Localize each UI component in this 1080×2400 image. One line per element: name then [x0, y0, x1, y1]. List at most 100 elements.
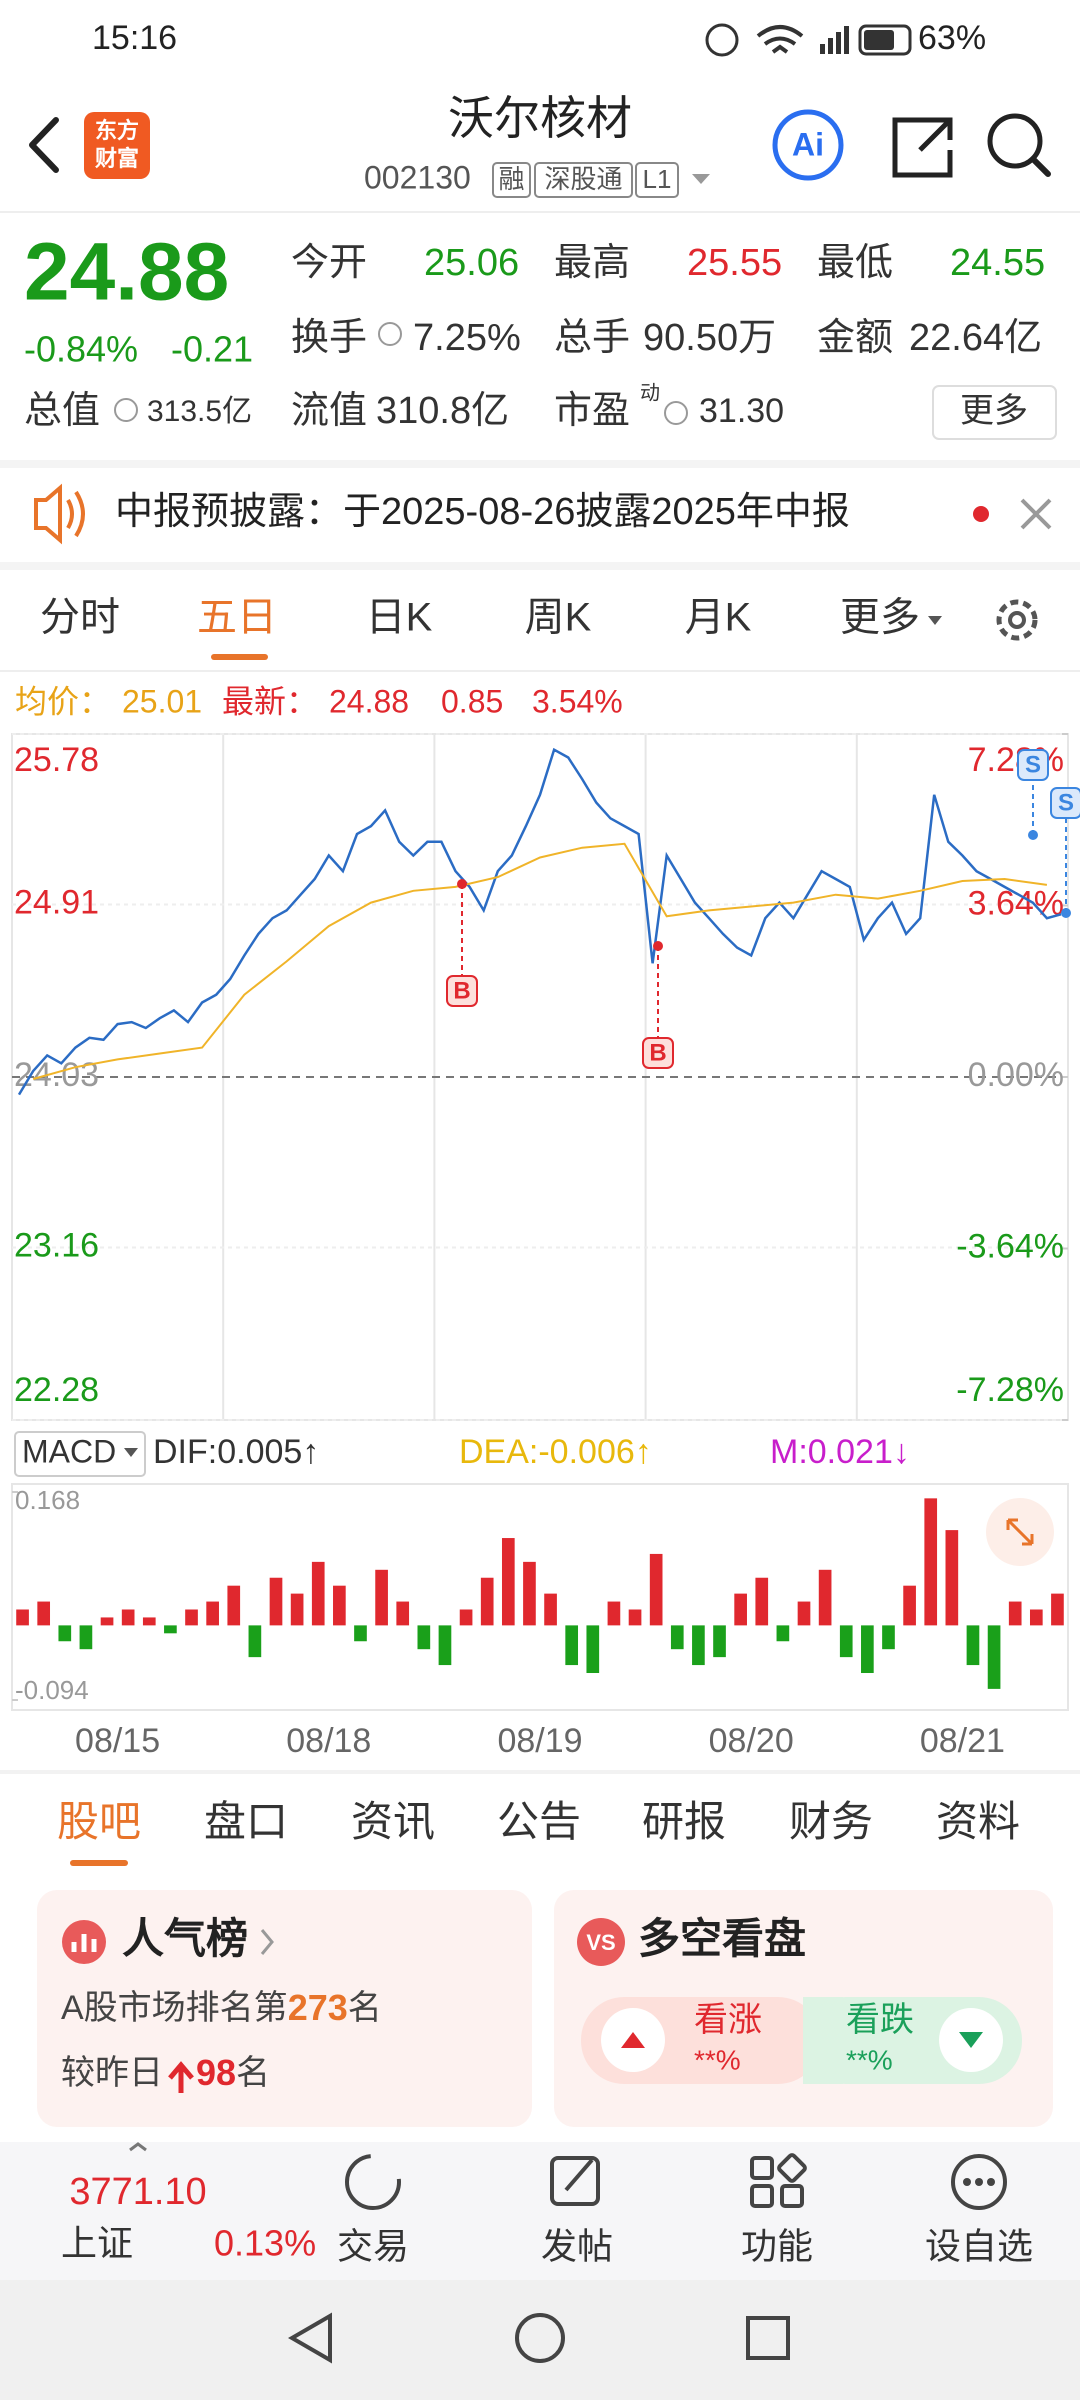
card[interactable] — [37, 1890, 532, 2127]
sentiment-label: 看跌 — [846, 2001, 914, 2039]
chart-tab[interactable]: 更多 — [840, 596, 920, 640]
nav-label[interactable]: 发帖 — [541, 2226, 613, 2267]
ai-button[interactable] — [772, 109, 844, 181]
section-tab[interactable]: 盘口 — [204, 1798, 288, 1845]
more-button-text[interactable]: 更多 — [960, 392, 1028, 430]
macd-bar — [1051, 1593, 1064, 1626]
macd-bar — [206, 1601, 219, 1626]
nav-label[interactable]: 功能 — [741, 2226, 813, 2267]
info-icon[interactable] — [378, 322, 402, 346]
nav-recent[interactable] — [746, 2316, 790, 2360]
y-tick-label: 23.16 — [14, 1227, 99, 1265]
chart-tab[interactable]: 五日 — [197, 596, 277, 640]
marker-label: S — [1025, 751, 1041, 778]
search-button[interactable] — [987, 113, 1043, 169]
section-tab[interactable]: 财务 — [789, 1798, 873, 1845]
macd-bar — [776, 1625, 790, 1642]
marker-dot — [1061, 908, 1071, 918]
macd-bar — [417, 1625, 431, 1650]
macd-bar — [924, 1498, 938, 1626]
stat-label: 金额 — [817, 317, 893, 359]
macd-bar — [966, 1625, 980, 1666]
sentiment-label: 看涨 — [694, 2001, 762, 2039]
tag-box — [492, 162, 531, 198]
macd-bar — [586, 1625, 600, 1674]
macd-label: M:0.021↓ — [770, 1433, 910, 1471]
nav-back[interactable] — [288, 2312, 332, 2364]
marker-dot — [457, 879, 467, 889]
back-button[interactable] — [29, 117, 59, 173]
post-icon[interactable] — [550, 2156, 600, 2206]
close-button[interactable] — [1020, 498, 1052, 530]
section-tab[interactable]: 股吧 — [57, 1798, 141, 1845]
x-tick-label: 08/18 — [286, 1722, 371, 1760]
battery-icon — [858, 24, 912, 56]
expand-icon — [1006, 1518, 1034, 1546]
function-icon[interactable] — [750, 2153, 807, 2208]
ai-text: Ai — [792, 126, 824, 162]
dropdown-arrow[interactable] — [692, 174, 710, 184]
price-line — [32, 842, 1048, 1080]
info-icon[interactable] — [114, 398, 138, 422]
macd-bar — [734, 1593, 747, 1626]
stat-label: 最低 — [817, 242, 893, 284]
share-button[interactable] — [892, 117, 953, 178]
card-icon — [577, 1918, 625, 1966]
wifi-icon — [756, 25, 804, 54]
tab-underline — [211, 654, 268, 660]
dropdown-arrow[interactable] — [928, 616, 942, 625]
nav-label[interactable]: 交易 — [337, 2226, 409, 2267]
section-tab[interactable]: 资讯 — [351, 1798, 435, 1845]
macd-bar — [523, 1561, 536, 1626]
macd-label: DEA:-0.006↑ — [459, 1433, 652, 1471]
watchlist-icon[interactable] — [951, 2154, 1007, 2210]
stat-value: 31.30 — [699, 392, 784, 430]
macd-title[interactable]: MACD — [22, 1433, 116, 1469]
index-change: 0.13% — [214, 2223, 316, 2264]
nav-label[interactable]: 设自选 — [925, 2226, 1033, 2267]
settings-button[interactable] — [996, 599, 1038, 641]
chart-tab[interactable]: 周K — [525, 596, 592, 640]
battery-text: 63% — [918, 19, 986, 57]
system-nav — [0, 2280, 1080, 2400]
index-name: 上证 — [61, 2223, 133, 2264]
chart-tab[interactable]: 分时 — [40, 596, 120, 640]
down-arrow — [959, 2032, 983, 2048]
y-tick-label: 22.28 — [14, 1371, 99, 1409]
legend-text: 均价： — [15, 683, 111, 719]
chart-tab[interactable]: 日K — [366, 596, 433, 640]
section-tab[interactable]: 研报 — [642, 1798, 726, 1845]
trade-icon[interactable] — [345, 2154, 401, 2210]
tag-box — [534, 162, 633, 198]
macd-select[interactable] — [14, 1431, 146, 1477]
stat-value: 90.50万 — [643, 317, 776, 359]
section-tab[interactable]: 公告 — [497, 1798, 581, 1845]
rank-text: A股市场排名第273名 — [61, 1987, 382, 2028]
chart-tab[interactable]: 月K — [685, 596, 752, 640]
stat-value: 25.06 — [424, 242, 519, 284]
rank-change-value-part: 名 — [236, 2054, 270, 2092]
sentiment-value: **% — [694, 2044, 741, 2075]
nav-home[interactable] — [515, 2313, 565, 2363]
post-pen — [564, 2158, 594, 2192]
y2-tick-label: 0.00% — [968, 1056, 1064, 1094]
down-pill-edge — [803, 1997, 843, 2084]
legend-text: 3.54% — [532, 683, 623, 719]
logo-text: 东方 — [95, 118, 139, 143]
price-line — [17, 747, 1062, 1096]
card-icon-text: VS — [586, 1930, 615, 1955]
rank-text-part: A股市场排名第 — [61, 1989, 288, 2027]
index-value[interactable]: 3771.10 — [69, 2171, 206, 2213]
more-button[interactable] — [932, 385, 1057, 440]
info-icon[interactable] — [664, 401, 688, 425]
card-title: 多空看盘 — [638, 1915, 806, 1962]
macd-bar — [945, 1530, 959, 1626]
marker-label: S — [1058, 789, 1074, 816]
macd-bar — [16, 1609, 29, 1626]
rank-text-part: 名 — [348, 1989, 382, 2027]
macd-bar — [333, 1585, 346, 1626]
y-tick-label: 0.168 — [15, 1485, 80, 1515]
section-tab[interactable]: 资料 — [936, 1798, 1020, 1845]
macd-bar — [903, 1585, 916, 1626]
